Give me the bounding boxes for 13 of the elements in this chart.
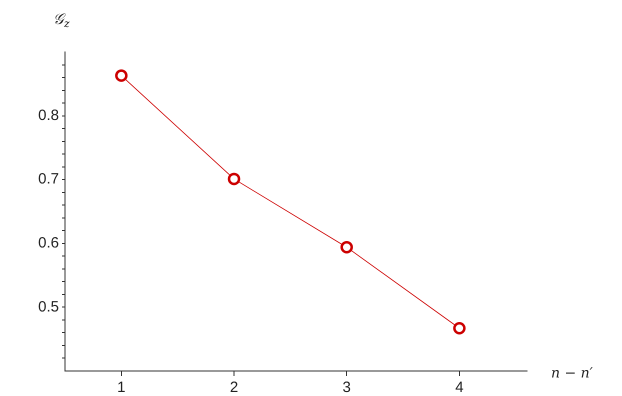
x-tick-label: 1: [117, 379, 126, 396]
point: [228, 172, 240, 186]
point: [340, 240, 353, 254]
point: [453, 322, 466, 335]
x-tick-label: 2: [230, 379, 238, 396]
y-tick-label: 0.6: [38, 234, 59, 252]
x-tick-label: 3: [342, 379, 351, 396]
y-tick-label: 0.7: [38, 170, 59, 188]
x-axis-title: n − n′: [551, 366, 594, 382]
y-tick-label: 0.8: [38, 106, 59, 124]
x-tick-label: 4: [455, 379, 464, 396]
point: [115, 69, 128, 82]
y-tick-label: 0.5: [38, 298, 59, 316]
